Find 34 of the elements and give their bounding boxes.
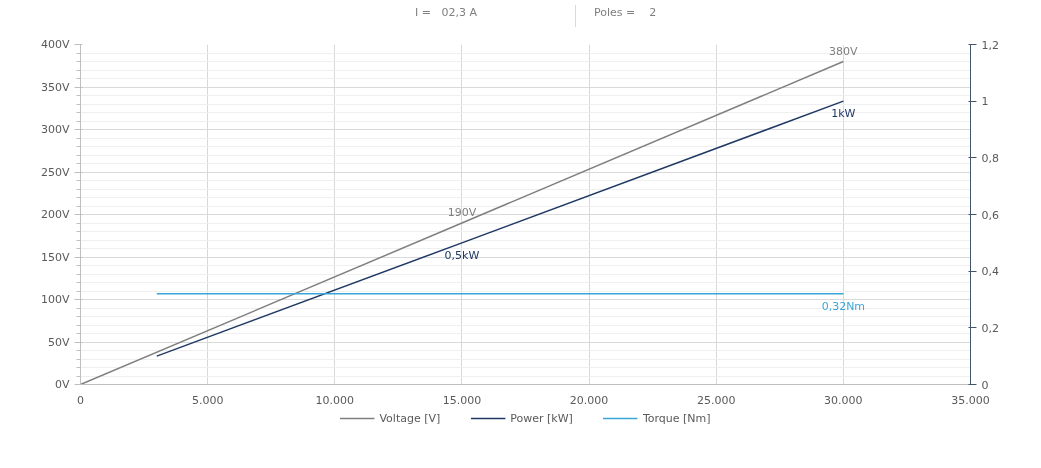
legend-label: Torque [Nm] — [642, 411, 711, 425]
y-tick-label: 0V — [54, 378, 70, 391]
text: I = 02,3 A — [415, 5, 477, 21]
x-tick-label: 30.000 — [824, 393, 863, 407]
y-tick-label: 200V — [40, 208, 70, 221]
y-tick-label: 400V — [40, 38, 70, 51]
y-tick-label: 100V — [40, 293, 70, 306]
x-tick-label: 20.000 — [569, 393, 609, 407]
x-tick-label: 15.000 — [442, 393, 482, 407]
x-tick-label: 35.000 — [951, 393, 990, 407]
x-tick-label: 0 — [77, 393, 84, 407]
x-tick-label: 5.000 — [191, 393, 224, 407]
data-label: 0,32Nm — [821, 299, 866, 313]
y-tick-label: 350V — [40, 80, 70, 94]
y-tick-label: 250V — [40, 165, 70, 179]
y2-tick-label: 0,6 — [981, 208, 999, 222]
x-tick-label: 25.000 — [696, 393, 736, 407]
legend-label: Voltage [V] — [379, 411, 441, 425]
data-label: 190V — [447, 206, 477, 219]
y2-tick-label: 1,2 — [981, 38, 999, 52]
legend-label: Power [kW] — [510, 411, 573, 425]
y-tick-label: 150V — [40, 250, 70, 264]
y2-tick-label: 0,8 — [981, 151, 999, 165]
y-tick-label: 300V — [40, 123, 70, 136]
data-label: 0,5kW — [444, 248, 480, 262]
y2-tick-label: 1 — [981, 95, 989, 109]
x-tick-label: 10.000 — [315, 393, 355, 407]
text: Poles = 2 — [594, 5, 657, 21]
y2-tick-label: 0,2 — [981, 321, 999, 335]
y2-tick-label: 0 — [981, 378, 989, 392]
data-label: 380V — [829, 44, 859, 58]
data-label: 1kW — [831, 107, 856, 121]
y2-tick-label: 0,4 — [981, 265, 999, 279]
y-tick-label: 50V — [47, 335, 70, 349]
